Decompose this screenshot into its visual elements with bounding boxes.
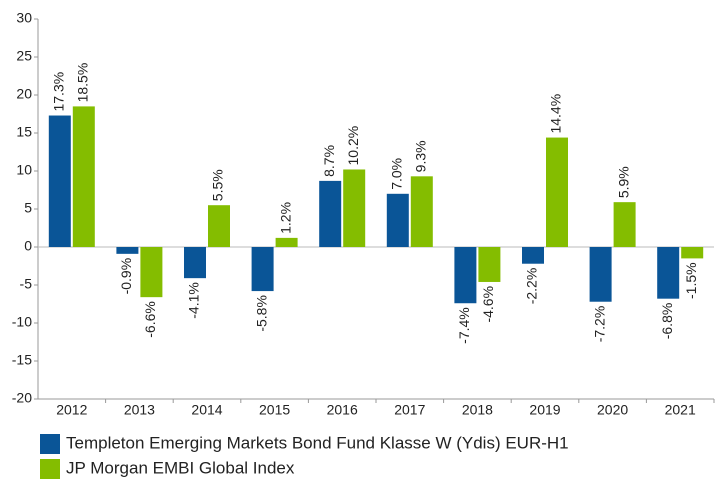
- bar: [657, 247, 680, 299]
- x-tick-label: 2014: [191, 402, 222, 418]
- bar: [140, 247, 163, 298]
- bar: [522, 247, 544, 264]
- bar: [386, 193, 409, 247]
- y-tick-label: 5: [24, 200, 32, 216]
- value-label: 17.3%: [51, 72, 67, 112]
- value-label: -2.2%: [524, 268, 540, 305]
- y-tick-label: 0: [24, 238, 32, 254]
- bar: [72, 106, 95, 248]
- bar: [251, 247, 274, 292]
- bar: [208, 205, 230, 247]
- value-label: 5.9%: [615, 166, 631, 198]
- legend-label: JP Morgan EMBI Global Index: [66, 458, 295, 477]
- x-tick-label: 2016: [327, 402, 358, 418]
- value-label: 18.5%: [75, 63, 91, 103]
- y-tick-label: -20: [12, 390, 32, 406]
- bar: [454, 247, 477, 304]
- bar: [613, 202, 636, 247]
- bar: [546, 137, 568, 247]
- x-tick-label: 2020: [597, 402, 628, 418]
- value-label: 7.0%: [389, 158, 405, 190]
- bar: [410, 176, 433, 247]
- y-tick-label: 20: [16, 86, 32, 102]
- value-label: -4.6%: [480, 286, 496, 323]
- value-label: -7.2%: [591, 306, 607, 343]
- value-label: -6.6%: [142, 301, 158, 338]
- x-tick-label: 2013: [124, 402, 155, 418]
- y-tick-label: -10: [12, 314, 32, 330]
- x-tick-label: 2018: [462, 402, 493, 418]
- value-label: 8.7%: [321, 145, 337, 177]
- legend-swatch: [40, 459, 60, 479]
- value-label: 1.2%: [277, 202, 293, 234]
- x-tick-label: 2015: [259, 402, 290, 418]
- value-label: -4.1%: [186, 282, 202, 319]
- bar: [184, 247, 206, 279]
- value-label: 9.3%: [413, 140, 429, 172]
- bar: [478, 247, 501, 282]
- x-tick-label: 2017: [394, 402, 425, 418]
- value-label: -5.8%: [253, 295, 269, 332]
- value-label: 5.5%: [210, 169, 226, 201]
- bar: [319, 180, 342, 247]
- x-tick-label: 2019: [529, 402, 560, 418]
- y-tick-label: 25: [16, 48, 32, 64]
- y-tick-label: 15: [16, 124, 32, 140]
- bar: [48, 115, 71, 248]
- legend-label: Templeton Emerging Markets Bond Fund Kla…: [66, 433, 569, 452]
- y-tick-label: -5: [20, 276, 33, 292]
- value-label: 10.2%: [345, 126, 361, 166]
- x-tick-label: 2012: [56, 402, 87, 418]
- bar: [275, 237, 298, 247]
- legend-swatch: [40, 434, 60, 454]
- value-label: -0.9%: [118, 258, 134, 295]
- bar: [116, 247, 139, 254]
- value-label: -7.4%: [456, 307, 472, 344]
- y-tick-label: 10: [16, 162, 32, 178]
- bar: [589, 247, 612, 302]
- y-tick-label: 30: [16, 10, 32, 26]
- value-label: -1.5%: [683, 262, 699, 299]
- x-tick-label: 2021: [665, 402, 696, 418]
- bar: [343, 169, 366, 247]
- value-label: 14.4%: [548, 94, 564, 134]
- bar: [681, 247, 704, 259]
- value-label: -6.8%: [659, 303, 675, 340]
- y-tick-label: -15: [12, 352, 32, 368]
